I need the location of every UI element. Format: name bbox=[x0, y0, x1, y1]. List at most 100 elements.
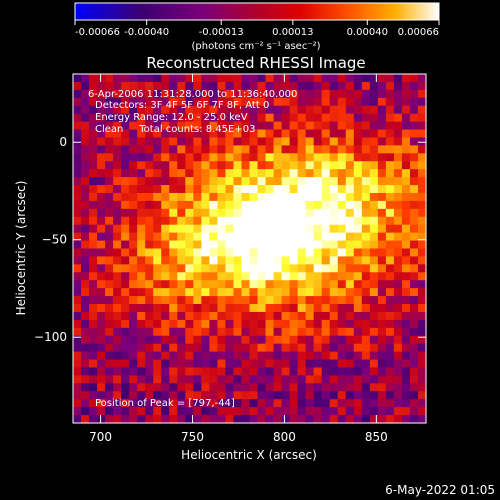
heatmap-cell bbox=[401, 415, 411, 424]
heatmap-cell bbox=[153, 351, 162, 361]
heatmap-cell bbox=[169, 145, 178, 154]
heatmap-cell bbox=[385, 169, 395, 178]
heatmap-cell bbox=[129, 351, 138, 361]
heatmap-cell bbox=[353, 169, 363, 178]
heatmap-cell bbox=[241, 81, 251, 91]
heatmap-cell bbox=[297, 113, 307, 123]
heatmap-cell bbox=[89, 192, 98, 202]
heatmap-cell bbox=[393, 351, 403, 361]
heatmap-cell bbox=[257, 248, 267, 258]
heatmap-cell bbox=[129, 185, 138, 194]
heatmap-cell bbox=[345, 288, 355, 297]
heatmap-cell bbox=[305, 383, 315, 392]
heatmap-cell bbox=[353, 208, 363, 218]
heatmap-cell bbox=[409, 145, 419, 154]
heatmap-cell bbox=[321, 216, 331, 226]
heatmap-cell bbox=[225, 248, 235, 258]
heatmap-cell bbox=[129, 399, 138, 408]
heatmap-cell bbox=[73, 224, 82, 234]
heatmap-cell bbox=[161, 240, 170, 250]
heatmap-cell bbox=[73, 185, 82, 194]
heatmap-cell bbox=[273, 375, 283, 384]
heatmap-cell bbox=[321, 407, 331, 416]
heatmap-cell bbox=[361, 153, 371, 162]
heatmap-cell bbox=[185, 391, 194, 400]
heatmap-cell bbox=[417, 105, 427, 115]
heatmap-cell bbox=[329, 161, 339, 170]
heatmap-cell bbox=[217, 216, 227, 226]
heatmap-cell bbox=[313, 216, 323, 226]
heatmap-cell bbox=[113, 335, 122, 345]
heatmap-cell bbox=[137, 304, 146, 313]
heatmap-cell bbox=[401, 311, 411, 321]
heatmap-cell bbox=[121, 129, 130, 139]
heatmap-cell bbox=[89, 169, 98, 178]
heatmap-cell bbox=[129, 113, 138, 123]
heatmap-cell bbox=[385, 383, 395, 392]
heatmap-cell bbox=[401, 375, 411, 384]
heatmap-cell bbox=[273, 169, 283, 178]
heatmap-cell bbox=[385, 129, 395, 139]
heatmap-cell bbox=[193, 240, 202, 250]
heatmap-cell bbox=[337, 153, 347, 162]
heatmap-cell bbox=[417, 81, 427, 91]
heatmap-cell bbox=[137, 359, 146, 369]
heatmap-cell bbox=[153, 248, 162, 258]
heatmap-cell bbox=[393, 343, 403, 353]
heatmap-cell bbox=[337, 272, 347, 281]
heatmap-cell bbox=[353, 415, 363, 424]
heatmap-cell bbox=[193, 327, 202, 337]
heatmap-cell bbox=[313, 280, 323, 289]
heatmap-cell bbox=[73, 81, 82, 91]
heatmap-cell bbox=[169, 232, 178, 242]
heatmap-cell bbox=[257, 319, 267, 329]
heatmap-cell bbox=[145, 359, 154, 369]
heatmap-cell bbox=[241, 272, 251, 281]
heatmap-cell bbox=[113, 280, 122, 289]
heatmap-cell bbox=[97, 208, 106, 218]
heatmap-cell bbox=[249, 343, 259, 353]
heatmap-cell bbox=[377, 304, 387, 313]
heatmap-cell bbox=[313, 232, 323, 242]
heatmap-cell bbox=[105, 407, 114, 416]
heatmap-cell bbox=[161, 280, 170, 289]
heatmap-cell bbox=[233, 113, 243, 123]
heatmap-cell bbox=[233, 367, 243, 377]
heatmap-cell bbox=[313, 177, 323, 186]
heatmap-cell bbox=[137, 319, 146, 329]
heatmap-cell bbox=[337, 264, 347, 273]
heatmap-cell bbox=[217, 335, 227, 345]
heatmap-cell bbox=[105, 311, 114, 321]
heatmap-cell bbox=[401, 105, 411, 115]
heatmap-cell bbox=[113, 161, 122, 170]
heatmap-cell bbox=[161, 256, 170, 265]
heatmap-cell bbox=[393, 97, 403, 107]
heatmap-cell bbox=[153, 113, 162, 123]
heatmap-cell bbox=[369, 240, 379, 250]
heatmap-cell bbox=[249, 216, 259, 226]
heatmap-cell bbox=[233, 391, 243, 400]
heatmap-cell bbox=[393, 216, 403, 226]
heatmap-cell bbox=[153, 311, 162, 321]
heatmap-cell bbox=[233, 224, 243, 234]
heatmap-cell bbox=[313, 311, 323, 321]
heatmap-cell bbox=[393, 192, 403, 202]
heatmap-cell bbox=[73, 343, 82, 353]
heatmap-cell bbox=[345, 327, 355, 337]
heatmap-cell bbox=[193, 351, 202, 361]
heatmap-cell bbox=[217, 415, 227, 424]
heatmap-cell bbox=[169, 407, 178, 416]
heatmap-cell bbox=[377, 383, 387, 392]
heatmap-cell bbox=[209, 335, 219, 345]
heatmap-cell bbox=[225, 311, 235, 321]
heatmap-cell bbox=[145, 121, 154, 131]
heatmap-cell bbox=[409, 113, 419, 123]
heatmap-cell bbox=[89, 399, 98, 408]
heatmap-cell bbox=[281, 74, 291, 83]
heatmap-cell bbox=[265, 153, 275, 162]
heatmap-cell bbox=[97, 319, 106, 329]
heatmap-cell bbox=[281, 272, 291, 281]
heatmap-cell bbox=[209, 161, 219, 170]
heatmap-cell bbox=[217, 296, 227, 305]
heatmap-cell bbox=[241, 161, 251, 170]
